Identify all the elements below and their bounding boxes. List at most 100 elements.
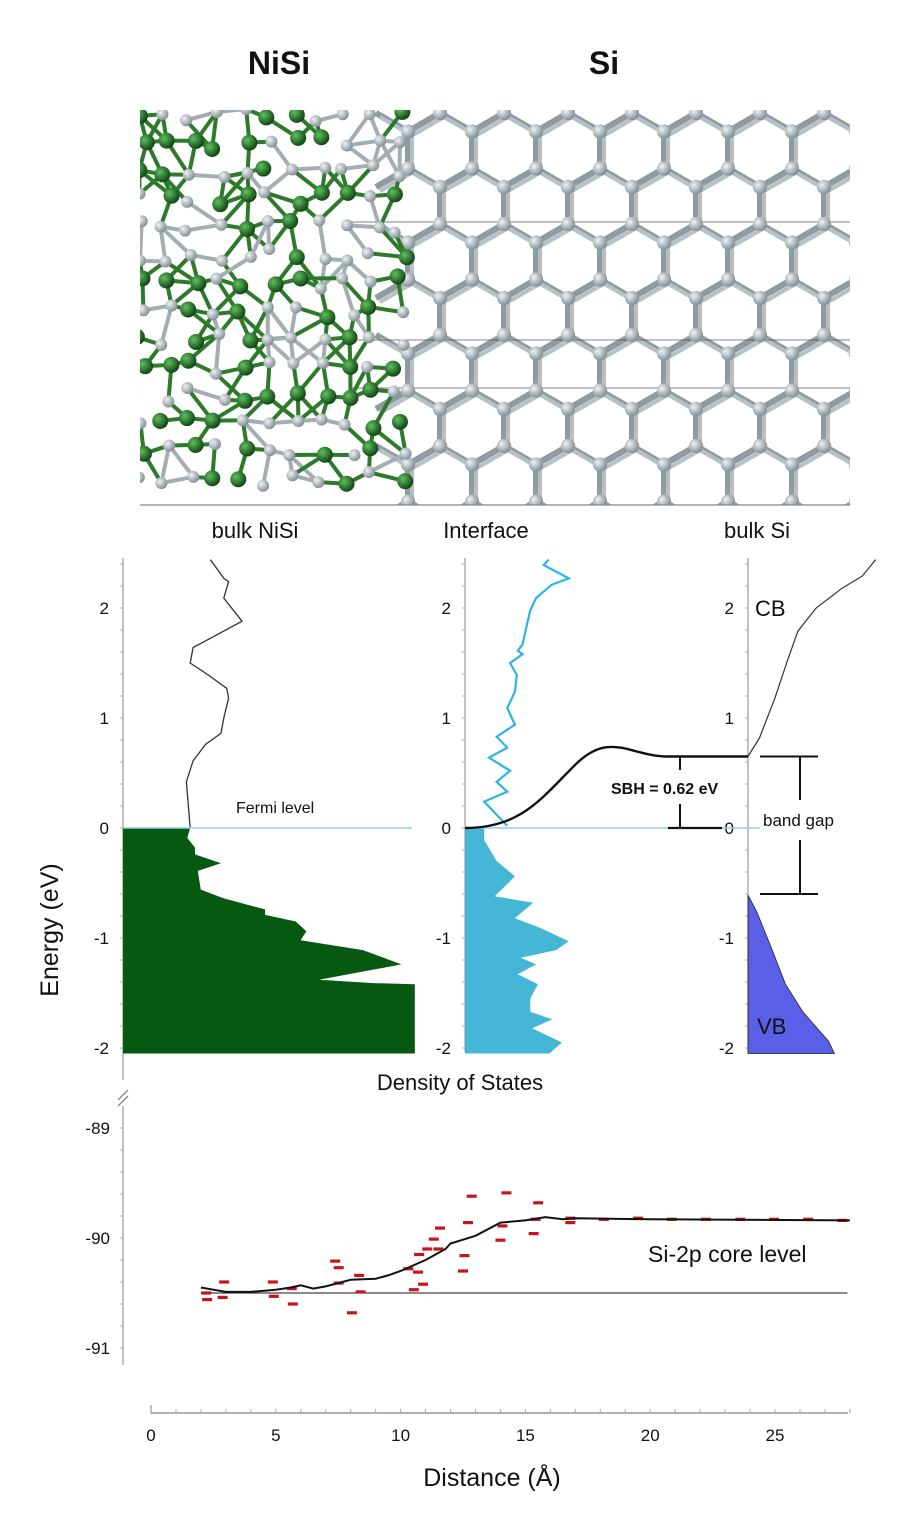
si-bond (508, 561, 540, 580)
si-bond (888, 557, 900, 576)
si-atom (657, 272, 671, 287)
si-atom (560, 402, 575, 416)
si-bond (888, 557, 900, 576)
si-atom (849, 51, 863, 65)
si-bond (888, 280, 900, 299)
si-bond (888, 58, 900, 77)
si-atom (338, 418, 351, 431)
si-bond (796, 503, 800, 505)
nisi-bond (340, 277, 357, 316)
si-atom (312, 476, 325, 489)
si-bond (824, 557, 856, 576)
si-atom (497, 110, 511, 120)
si-atom (263, 444, 276, 457)
si-atom (286, 163, 299, 176)
ni-atom (140, 329, 145, 345)
ni-atom (179, 410, 196, 427)
si-bond (504, 557, 536, 576)
si-bond (604, 617, 636, 636)
si-bond (860, 117, 892, 136)
si-atom (561, 69, 575, 83)
si-atom (374, 134, 387, 147)
si-atom (496, 180, 511, 194)
ni-atom (187, 132, 204, 149)
unoccupied-dos-line (185, 559, 244, 829)
data-point (333, 1266, 344, 1270)
si-atom (753, 550, 767, 564)
si-atom (721, 161, 735, 176)
si-bond (860, 506, 892, 525)
y-tick-label: -2 (719, 1039, 734, 1058)
si-bond (764, 561, 796, 580)
si-atom (849, 349, 850, 358)
ni-atom (236, 392, 253, 409)
si-bond (698, 170, 733, 193)
ni-atom (212, 196, 229, 213)
si-atom (689, 439, 703, 453)
si-bond (572, 617, 604, 636)
si-atom (529, 51, 543, 65)
ni-atom (365, 420, 382, 437)
si-bond (856, 446, 888, 465)
si-bond (412, 617, 444, 636)
si-atom (881, 439, 895, 453)
si-bond (440, 58, 472, 77)
si-atom (593, 569, 607, 583)
si-atom (625, 624, 639, 638)
data-point (217, 1295, 228, 1299)
nisi-bond (159, 445, 172, 484)
si-atom (881, 291, 895, 305)
si-atom (187, 470, 200, 483)
si-atom (817, 328, 831, 342)
data-point (418, 1282, 429, 1286)
si-atom (593, 161, 607, 176)
si-atom (625, 110, 639, 120)
si-atom (753, 550, 767, 564)
si-bond (472, 557, 504, 576)
data-point (565, 1221, 576, 1225)
nisi-bond (159, 225, 193, 257)
si-atom (362, 331, 375, 344)
si-atom (657, 161, 671, 176)
data-point (433, 1247, 444, 1251)
si-bond (412, 561, 444, 580)
si-atom (341, 254, 354, 267)
si-bond (860, 284, 892, 303)
si-bond (664, 557, 696, 576)
nisi-bond (186, 386, 226, 402)
ni-atom (140, 270, 151, 287)
si-atom (784, 346, 799, 361)
si-bond (888, 335, 900, 354)
si-atom (721, 569, 735, 583)
si-bond (827, 115, 850, 133)
si-bond (442, 170, 478, 193)
ni-atom (140, 134, 155, 151)
si-atom (881, 328, 895, 342)
si-bond (636, 62, 668, 81)
si-atom (656, 457, 671, 472)
si-bond (764, 62, 796, 81)
data-point (202, 1298, 213, 1302)
si-atom (464, 235, 479, 250)
si-atom (657, 606, 671, 620)
si-bond (666, 448, 701, 471)
si-atom (162, 395, 175, 408)
si-atom (625, 513, 639, 527)
ni-atom (386, 186, 403, 203)
si-bond (668, 561, 700, 580)
si-atom (785, 51, 799, 65)
si-atom (881, 402, 895, 416)
si-bond (472, 613, 504, 632)
si-atom (625, 513, 639, 527)
si-bond (888, 391, 900, 410)
si-atom (657, 51, 671, 65)
si-atom (401, 494, 415, 505)
si-atom (881, 180, 895, 194)
occupied-dos-fill (123, 828, 415, 1054)
si-bond (860, 117, 892, 136)
si-atom (881, 180, 895, 194)
si-bond (764, 561, 796, 580)
si-bond (636, 561, 668, 580)
si-atom (319, 252, 332, 265)
si-bond (376, 557, 408, 576)
